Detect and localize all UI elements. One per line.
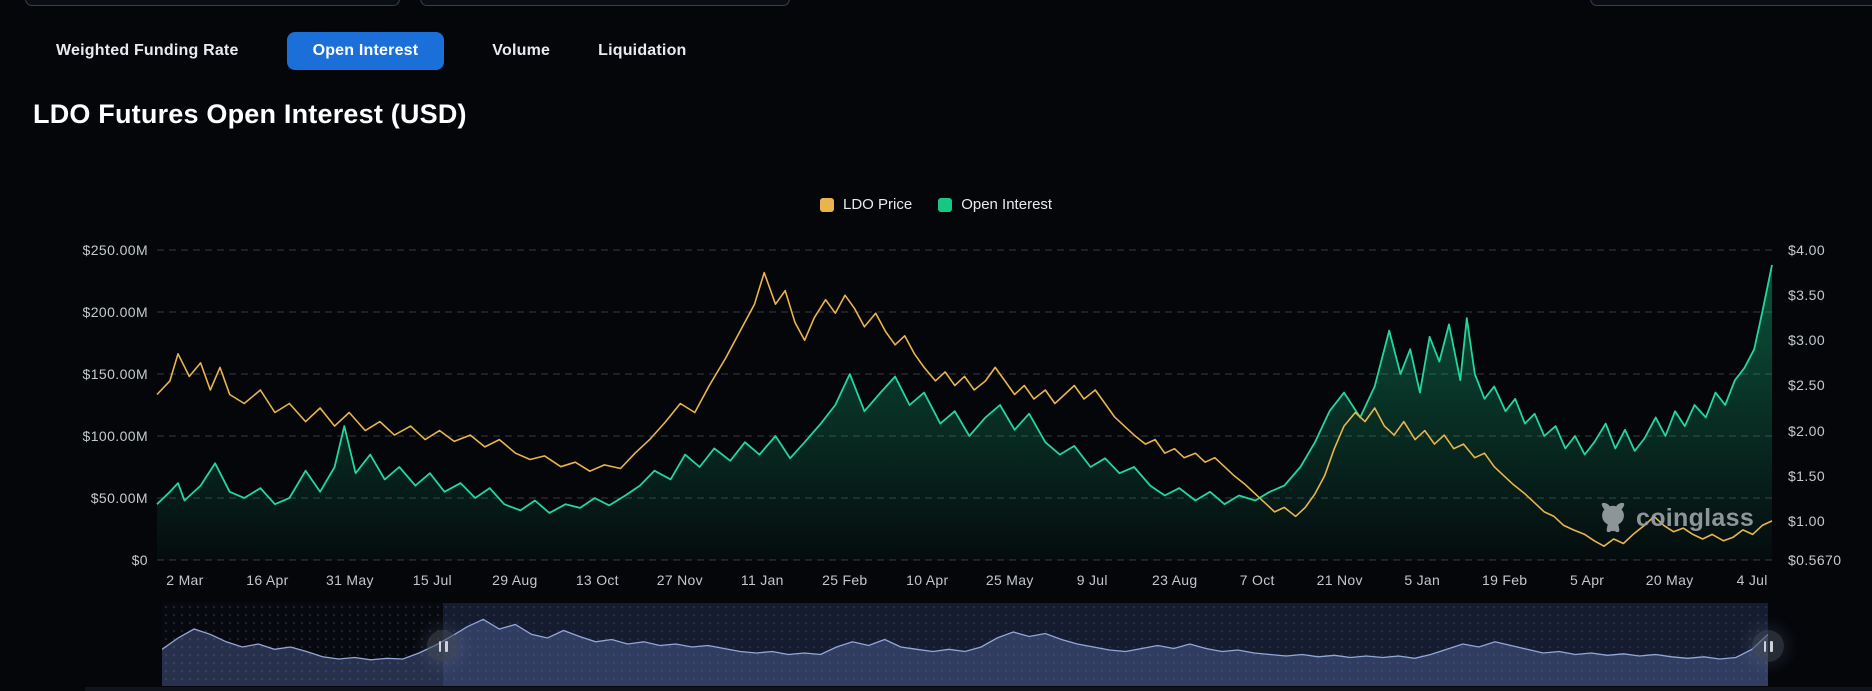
y-axis-right-tick: $2.50 (1788, 377, 1826, 394)
tab-open-interest[interactable]: Open Interest (286, 32, 445, 70)
legend-item-ldo-price[interactable]: LDO Price (820, 196, 912, 213)
chart-legend: LDO Price Open Interest (820, 196, 1052, 213)
tab-liquidation[interactable]: Liquidation (598, 42, 687, 59)
range-navigator[interactable] (162, 603, 1784, 686)
y-axis-right-tick: $1.50 (1788, 467, 1826, 484)
open-interest-swatch-icon (938, 197, 953, 212)
tab-volume[interactable]: Volume (492, 42, 551, 59)
y-axis-right-tick: $0.5670 (1788, 552, 1842, 568)
chart-tabs: Weighted Funding Rate Open Interest Volu… (56, 30, 687, 72)
ldo-price-line (156, 271, 1773, 547)
y-axis-right-tick: $1.00 (1788, 512, 1826, 529)
page-title: LDO Futures Open Interest (USD) (33, 99, 467, 129)
x-axis-tick: 5 Jan (1404, 572, 1441, 588)
legend-label: LDO Price (843, 196, 913, 213)
legend-label: Open Interest (961, 196, 1053, 213)
open-interest-line (156, 264, 1773, 514)
x-axis-tick: 9 Jul (1076, 572, 1108, 588)
coinglass-logo-icon (1601, 502, 1625, 533)
x-axis-tick: 25 Feb (822, 572, 868, 588)
x-axis-tick: 13 Oct (575, 572, 619, 588)
x-axis-tick: 10 Apr (906, 572, 949, 588)
y-axis-right-tick: $2.00 (1788, 422, 1826, 439)
navigator-right-handle[interactable] (1752, 630, 1784, 662)
navigator-left-handle[interactable] (427, 630, 460, 662)
coinglass-watermark: coinglass (1596, 501, 1754, 535)
navigator-selected-range[interactable] (443, 603, 1768, 686)
bottom-panel-edge (85, 687, 1872, 691)
top-control-box-1[interactable] (25, 0, 400, 6)
y-axis-right-tick: $3.00 (1788, 332, 1826, 349)
y-axis-left-tick: $50.00M (90, 490, 148, 506)
x-axis-tick: 5 Apr (1570, 572, 1605, 588)
x-axis-tick: 15 Jul (412, 572, 452, 588)
x-axis-tick: 29 Aug (492, 572, 538, 588)
x-axis-tick: 21 Nov (1316, 572, 1363, 588)
x-axis-tick: 23 Aug (1152, 572, 1198, 588)
y-axis-left-tick: $150.00M (82, 366, 148, 382)
x-axis-tick: 19 Feb (1481, 572, 1528, 588)
x-axis-tick: 4 Jul (1736, 572, 1768, 588)
x-axis-tick: 11 Jan (740, 572, 784, 588)
top-control-box-3[interactable] (1590, 0, 1872, 6)
top-control-box-2[interactable] (420, 0, 790, 6)
legend-item-open-interest[interactable]: Open Interest (938, 196, 1052, 213)
x-axis-tick: 16 Apr (246, 572, 289, 588)
tab-weighted-funding-rate[interactable]: Weighted Funding Rate (56, 42, 239, 59)
ldo-price-swatch-icon (820, 197, 834, 212)
x-axis-tick: 27 Nov (656, 572, 703, 588)
y-axis-left-tick: $100.00M (82, 428, 148, 444)
x-axis-tick: 2 Mar (166, 572, 204, 588)
open-interest-area (157, 264, 1772, 560)
y-axis-left-tick: $250.00M (82, 242, 148, 258)
x-axis-tick: 25 May (985, 572, 1034, 588)
watermark-label: coinglass (1636, 503, 1755, 532)
x-axis-tick: 7 Oct (1239, 572, 1275, 588)
y-axis-left-tick: $200.00M (82, 304, 148, 320)
y-axis-left-tick: $0 (131, 552, 148, 568)
x-axis-tick: 20 May (1645, 572, 1694, 588)
y-axis-right-tick: $3.50 (1788, 287, 1826, 304)
y-axis-right-tick: $4.00 (1788, 242, 1826, 258)
x-axis-tick: 31 May (326, 572, 374, 588)
